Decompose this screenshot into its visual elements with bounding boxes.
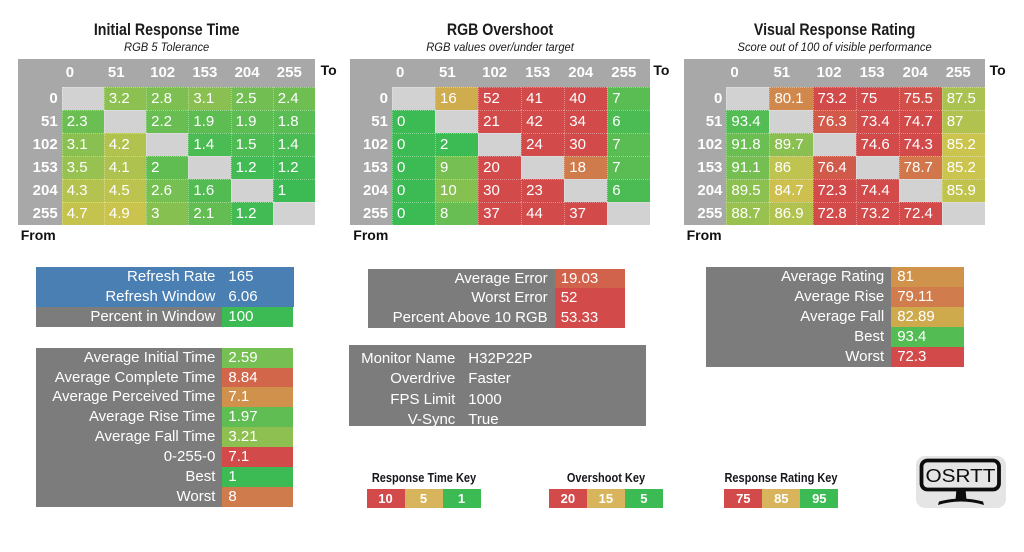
svg-text:OSRTT: OSRTT <box>926 465 996 486</box>
